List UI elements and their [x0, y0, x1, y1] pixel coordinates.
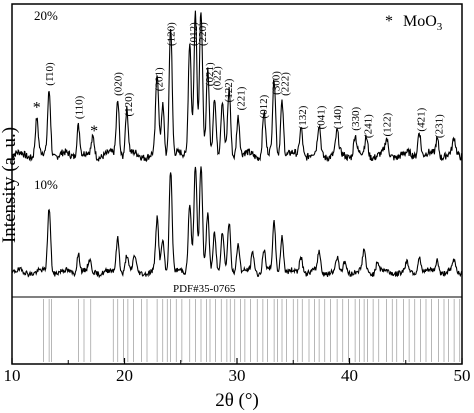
series-line-1: [11, 166, 463, 279]
peak-label: (022): [212, 66, 224, 90]
x-axis-title: 2θ (°): [215, 390, 259, 411]
peak-label: (110): [73, 95, 85, 119]
peak-label: (012): [188, 22, 200, 46]
x-tick-label: 40: [341, 366, 358, 385]
series-group: [11, 10, 463, 279]
asterisk-marker: *: [90, 123, 98, 140]
series-line-0: [11, 10, 463, 163]
peak-label: (122): [223, 78, 235, 102]
peak-label: (1̄10): [44, 62, 56, 86]
peak-label: (041): [315, 105, 327, 129]
x-tick-label: 50: [454, 366, 471, 385]
legend-asterisk: *: [385, 13, 393, 30]
peak-label: (221): [235, 86, 247, 110]
peak-label: (122): [382, 112, 394, 136]
peak-label: (4̄21): [415, 107, 427, 131]
legend-label: MoO3: [403, 13, 443, 33]
plot-frame: [11, 3, 463, 365]
peak-label: (012): [258, 94, 270, 118]
y-axis-title: Intensity (a. u.): [0, 127, 20, 243]
peak-label: (021): [204, 62, 216, 86]
peak-label: (231): [433, 114, 445, 138]
x-axis-ticks: 10 20 30 40 50: [4, 358, 471, 385]
series-label-10: 10%: [34, 177, 58, 192]
peak-labels: (1̄10)(110)(020)(120)(2̄01)(120) (012)(2̄…: [44, 22, 445, 138]
x-tick-label: 30: [229, 366, 246, 385]
asterisk-markers: **: [33, 100, 98, 140]
peak-label: (120): [166, 22, 178, 46]
peak-label: (241): [363, 114, 375, 138]
series-label-20: 20%: [34, 8, 58, 23]
asterisk-marker: *: [33, 100, 41, 117]
peak-label: (140): [332, 105, 344, 129]
peak-label: (120): [123, 92, 135, 116]
reference-lines: [43, 299, 461, 362]
peak-label: (020): [113, 72, 125, 96]
peak-label: (2̄20): [197, 22, 209, 46]
peak-label: (222): [279, 72, 291, 96]
peak-label: (330): [350, 107, 362, 131]
x-tick-label: 20: [116, 366, 133, 385]
peak-label: (300): [270, 71, 282, 95]
peak-label: (132): [297, 105, 309, 129]
x-tick-label: 10: [4, 366, 21, 385]
reference-label: PDF#35-0765: [173, 283, 236, 295]
peak-label: (2̄01): [153, 67, 165, 91]
